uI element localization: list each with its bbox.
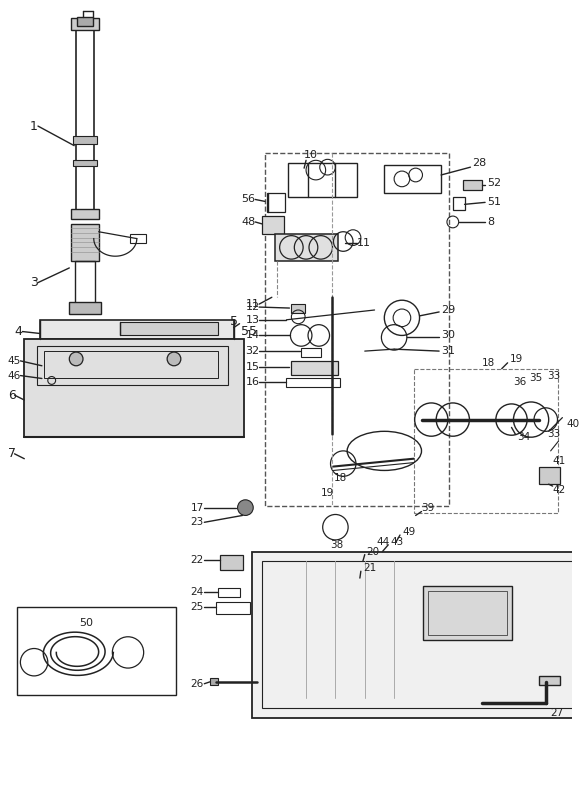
Text: 46: 46 [8, 371, 21, 380]
Text: 34: 34 [517, 433, 531, 442]
Text: 17: 17 [191, 503, 204, 513]
Bar [75, 261, 95, 310]
Text: 13: 13 [246, 315, 260, 324]
Bar [262, 562, 582, 708]
Text: 41: 41 [552, 456, 566, 465]
Text: 23: 23 [191, 517, 204, 527]
Bar [44, 351, 218, 379]
Text: 48: 48 [242, 217, 255, 227]
Text: 22: 22 [191, 555, 204, 566]
Text: 25: 25 [191, 602, 204, 613]
Bar [69, 302, 101, 314]
Text: 18: 18 [482, 358, 495, 368]
Bar [384, 165, 441, 192]
Bar [275, 234, 338, 261]
Text: 11: 11 [357, 239, 371, 248]
Circle shape [69, 352, 83, 366]
Text: 36: 36 [513, 377, 527, 388]
Bar [77, 17, 93, 26]
Bar [265, 154, 449, 505]
Text: 29: 29 [441, 305, 455, 315]
Bar [210, 678, 218, 685]
Bar [262, 216, 283, 234]
Text: 1: 1 [30, 119, 38, 133]
Text: 33: 33 [546, 429, 560, 439]
Text: 42: 42 [552, 485, 566, 495]
Bar [289, 163, 357, 198]
Text: 7: 7 [8, 447, 16, 461]
Bar [73, 160, 97, 166]
Text: 50: 50 [79, 618, 93, 628]
Text: 31: 31 [441, 346, 455, 356]
Text: 4: 4 [15, 325, 22, 338]
Bar [37, 346, 228, 385]
Bar [453, 196, 464, 210]
Bar [120, 322, 218, 336]
Bar [414, 368, 559, 513]
Text: 19: 19 [321, 488, 334, 498]
Text: 10: 10 [304, 151, 318, 160]
Text: 15: 15 [246, 362, 260, 372]
Text: 28: 28 [473, 159, 487, 168]
Bar [24, 340, 244, 437]
Text: 39: 39 [421, 503, 435, 513]
Circle shape [237, 500, 253, 516]
Text: 14: 14 [246, 331, 260, 340]
Bar [76, 23, 94, 219]
Bar [71, 209, 99, 219]
Text: 51: 51 [487, 197, 501, 207]
Bar [71, 18, 99, 30]
Bar [218, 588, 240, 597]
Text: 27: 27 [551, 708, 564, 718]
Text: 6: 6 [8, 388, 16, 401]
Bar [216, 602, 250, 614]
Circle shape [167, 352, 181, 366]
Text: 12: 12 [246, 302, 260, 312]
Bar [292, 361, 338, 375]
Bar [463, 180, 482, 190]
Text: 33: 33 [546, 371, 560, 380]
Text: 55: 55 [242, 325, 257, 338]
Text: 19: 19 [510, 354, 523, 364]
Bar [267, 192, 285, 212]
Text: 52: 52 [487, 178, 501, 187]
Text: 44: 44 [377, 537, 390, 547]
Bar [73, 136, 97, 143]
Bar [17, 607, 176, 695]
Bar [220, 554, 243, 570]
Bar [130, 234, 146, 244]
Text: 20: 20 [367, 546, 380, 557]
Text: 24: 24 [191, 587, 204, 597]
Text: 11: 11 [246, 299, 260, 309]
Text: 18: 18 [333, 473, 347, 483]
Text: 26: 26 [191, 678, 204, 689]
Text: 38: 38 [331, 540, 344, 549]
Text: 49: 49 [402, 527, 415, 537]
Bar [539, 676, 560, 685]
Text: 56: 56 [242, 195, 255, 204]
Text: 40: 40 [566, 420, 580, 429]
Text: 32: 32 [246, 346, 260, 356]
Text: 5: 5 [230, 316, 238, 328]
Bar [301, 348, 321, 357]
Bar [539, 466, 560, 484]
Bar [286, 379, 340, 388]
Bar [40, 320, 233, 340]
Bar [252, 552, 582, 718]
Bar [292, 304, 305, 313]
Bar [71, 224, 99, 261]
Text: 35: 35 [529, 373, 542, 384]
Bar [424, 586, 512, 640]
Text: 30: 30 [441, 331, 455, 340]
Bar [428, 591, 506, 635]
Text: 8: 8 [487, 217, 494, 227]
Text: 45: 45 [8, 356, 21, 366]
Text: 43: 43 [390, 537, 403, 547]
Text: 3: 3 [30, 276, 38, 289]
Text: 16: 16 [246, 377, 260, 388]
Text: 21: 21 [363, 563, 376, 574]
